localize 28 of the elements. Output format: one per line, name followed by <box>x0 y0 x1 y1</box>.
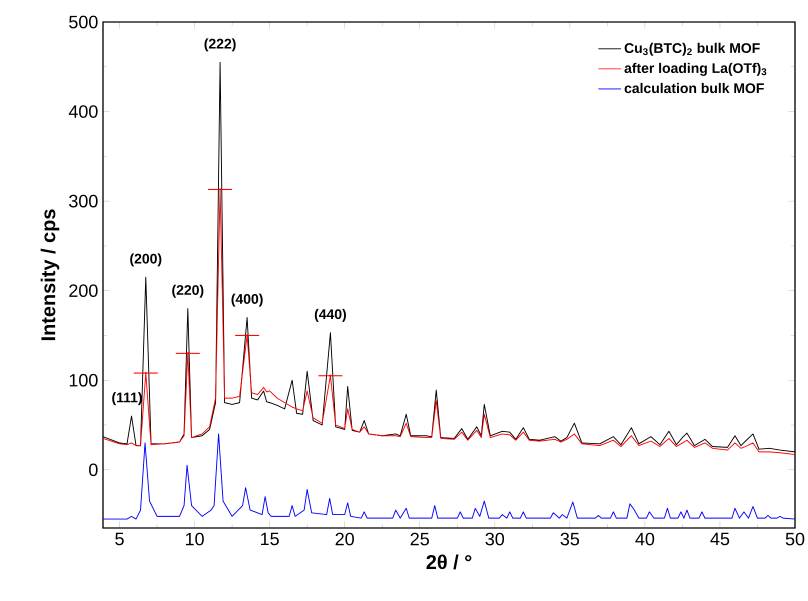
y-tick-label: 300 <box>69 194 98 208</box>
x-tick-label: 10 <box>186 532 204 546</box>
y-tick-label: 500 <box>69 16 98 28</box>
y-tick-label: 0 <box>89 463 98 476</box>
y-axis-title: Intensity / cps <box>40 209 60 340</box>
legend-label: calculation bulk MOF <box>624 82 764 94</box>
annotation: (200) <box>130 253 162 266</box>
legend-label: Cu$_{3}$(BTC)$_{2}$ bulk MOF <box>624 42 760 56</box>
annotation: (400) <box>232 294 263 307</box>
x-tick-label: 45 <box>710 532 730 546</box>
x-tick-label: 5 <box>115 532 124 546</box>
x-tick-label: 20 <box>336 532 354 546</box>
line-series <box>103 189 796 456</box>
x-tick-label: 50 <box>786 532 804 546</box>
y-tick-label: 100 <box>70 374 98 387</box>
x-axis-title: 2θ / ° <box>426 554 472 570</box>
x-tick-label: 40 <box>635 532 654 546</box>
annotation: (220) <box>172 284 204 298</box>
y-tick-label: 200 <box>69 284 98 298</box>
x-tick-label: 15 <box>261 532 279 546</box>
legend-label: after loading La(OTf)$_{3}$ <box>624 62 766 76</box>
x-tick-label: 25 <box>410 532 429 546</box>
annotation: (222) <box>204 38 236 52</box>
x-tick-label: 35 <box>560 532 580 546</box>
annotation: (440) <box>314 308 346 322</box>
y-tick-label: 400 <box>68 105 98 118</box>
line-series <box>103 434 796 520</box>
x-tick-label: 30 <box>486 532 504 546</box>
